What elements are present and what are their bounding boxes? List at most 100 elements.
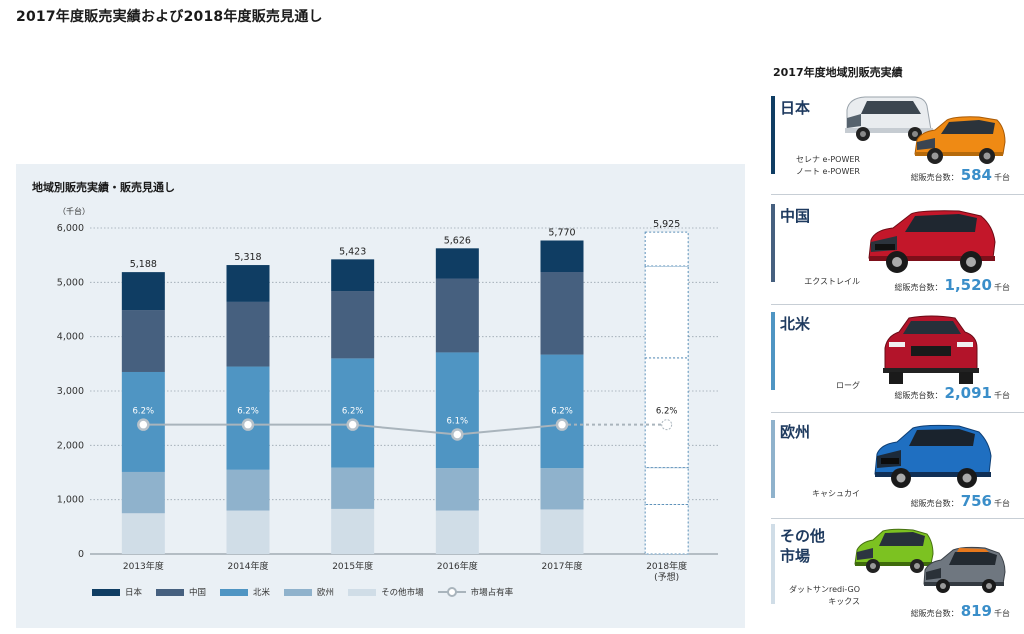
bar-total-label: 5,188 xyxy=(130,259,157,270)
total-unit: 千台 xyxy=(994,173,1010,182)
legend-item-north-america: 北米 xyxy=(220,586,270,598)
total-unit: 千台 xyxy=(994,609,1010,618)
legend-label-china: 中国 xyxy=(189,588,207,598)
region-total-europe: 総販売台数： 756 千台 xyxy=(911,492,1010,510)
total-label: 総販売台数： xyxy=(894,391,943,400)
total-value: 819 xyxy=(960,602,992,620)
divider xyxy=(771,304,1024,305)
bar-total-label: 5,626 xyxy=(444,235,471,246)
bar-total-label: 5,423 xyxy=(339,246,366,257)
chart-legend: 日本 中国 北米 欧州 その他市場 市場占有率 xyxy=(92,586,513,598)
page-title: 2017年度販売実績および2018年度販売見通し xyxy=(16,9,323,25)
red-suv-icon xyxy=(883,315,979,384)
bar-segment xyxy=(435,248,479,279)
bar-segment xyxy=(331,358,375,468)
bar-segment xyxy=(331,508,375,554)
region-bar-north-america xyxy=(771,312,775,390)
bar-segment xyxy=(121,272,165,311)
legend-label-europe: 欧州 xyxy=(317,588,335,598)
orange-hatchback-icon xyxy=(914,116,1006,164)
divider xyxy=(771,412,1024,413)
market-share-point xyxy=(451,428,464,441)
legend-item-other: その他市場 xyxy=(348,586,424,598)
bar-total-label: 5,770 xyxy=(548,227,575,238)
total-unit: 千台 xyxy=(994,499,1010,508)
red-suv-icon xyxy=(868,210,996,273)
y-axis-unit-label: （千台） xyxy=(58,207,90,216)
bar-segment xyxy=(226,301,270,367)
legend-item-market-share: 市場占有率 xyxy=(437,586,513,598)
region-name-europe: 欧州 xyxy=(780,423,811,441)
market-share-label: 6.2% xyxy=(342,407,364,417)
region-name-other: その他 市場 xyxy=(780,526,825,566)
bar-segment xyxy=(540,468,584,510)
x-tick-label: 2014年度 xyxy=(228,560,269,572)
divider xyxy=(771,194,1024,195)
model-name: キックス xyxy=(828,597,860,606)
bar-segment xyxy=(331,259,375,292)
bar-segment-forecast xyxy=(644,265,689,359)
grey-crossover-icon xyxy=(923,546,1006,593)
bar-segment-forecast xyxy=(644,504,689,555)
region-card-europe: 欧州 キャシュカイ 総販売台数： 756 千台 xyxy=(771,420,1024,510)
market-share-label: 6.2% xyxy=(551,407,573,417)
x-tick-label: 2016年度 xyxy=(437,560,478,572)
y-tick-label: 3,000 xyxy=(57,386,84,397)
white-minivan-icon xyxy=(845,96,933,141)
y-tick-label: 4,000 xyxy=(57,332,84,343)
market-share-line xyxy=(457,423,563,436)
total-unit: 千台 xyxy=(994,391,1010,400)
region-bar-other xyxy=(771,524,775,604)
market-share-label: 6.2% xyxy=(133,407,155,417)
y-tick-label: 5,000 xyxy=(57,277,84,288)
legend-swatch-north-america xyxy=(220,588,249,596)
region-models-other: ダットサンredi-GO キックス xyxy=(789,584,860,608)
region-total-china: 総販売台数： 1,520 千台 xyxy=(895,276,1010,294)
x-tick-label: 2018年度 xyxy=(646,560,687,572)
y-tick-label: 1,000 xyxy=(57,495,84,506)
bar-segment xyxy=(540,354,584,469)
y-tick-label: 6,000 xyxy=(57,223,84,234)
legend-swatch-europe xyxy=(284,588,313,596)
bar-total-label: 5,925 xyxy=(653,219,680,230)
region-name-china: 中国 xyxy=(780,207,811,225)
total-value: 1,520 xyxy=(944,276,992,294)
x-tick-label: 2013年度 xyxy=(123,560,164,572)
market-share-label: 6.2% xyxy=(237,407,259,417)
total-label: 総販売台数： xyxy=(894,283,943,292)
blue-crossover-icon xyxy=(874,424,992,488)
bar-segment xyxy=(121,310,165,372)
bar-segment xyxy=(435,468,479,511)
region-name-japan: 日本 xyxy=(780,99,811,117)
sales-chart: 0 1,000 2,000 3,000 4,000 5,000 6,000 5,188 2013… xyxy=(57,219,718,583)
model-name: ノート e-POWER xyxy=(796,167,860,176)
x-tick-label: 2017年度 xyxy=(542,560,583,572)
legend-item-japan: 日本 xyxy=(92,586,142,598)
bar-total-label: 5,318 xyxy=(234,252,261,263)
region-total-other: 総販売台数： 819 千台 xyxy=(911,602,1010,620)
region-bar-europe xyxy=(771,420,775,498)
bar-segment xyxy=(435,278,479,353)
region-card-japan: 日本 セレナ e-POWER ノート e-POWER 総販売台数： 584 千台 xyxy=(771,96,1024,184)
x-tick-note: (予想) xyxy=(654,571,679,583)
legend-swatch-china xyxy=(156,588,185,596)
region-models-china: エクストレイル xyxy=(804,276,860,288)
legend-label-other: その他市場 xyxy=(381,588,424,598)
legend-swatch-japan xyxy=(92,588,120,596)
total-value: 756 xyxy=(960,492,992,510)
bar-segment-forecast xyxy=(644,467,689,506)
model-name: エクストレイル xyxy=(804,277,860,286)
region-bar-china xyxy=(771,204,775,282)
model-name: セレナ e-POWER xyxy=(796,155,860,164)
region-bar-japan xyxy=(771,96,775,174)
market-share-point xyxy=(661,419,673,431)
x-tick-label: 2015年度 xyxy=(332,560,373,572)
region-card-other: その他 市場 ダットサンredi-GO キックス 総販売台数： 819 千台 xyxy=(771,524,1024,620)
legend-label-japan: 日本 xyxy=(125,588,143,598)
legend-item-europe: 欧州 xyxy=(284,586,334,598)
bar-segment xyxy=(540,272,584,355)
region-total-north-america: 総販売台数： 2,091 千台 xyxy=(895,384,1010,402)
model-name: キャシュカイ xyxy=(812,489,860,498)
bar-segment xyxy=(226,510,270,554)
model-name: ローグ xyxy=(836,381,860,390)
